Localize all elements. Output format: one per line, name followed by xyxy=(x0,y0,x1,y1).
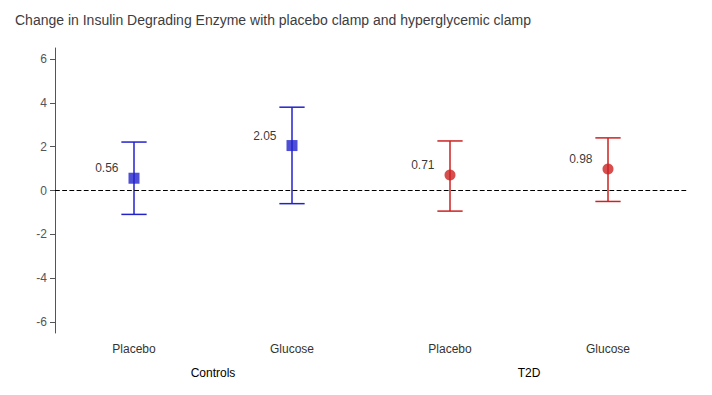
svg-text:0.56: 0.56 xyxy=(95,161,119,175)
svg-text:4: 4 xyxy=(40,96,47,110)
svg-text:-4: -4 xyxy=(36,271,47,285)
svg-text:2.05: 2.05 xyxy=(253,129,277,143)
svg-text:-2: -2 xyxy=(36,227,47,241)
svg-text:Placebo: Placebo xyxy=(112,342,156,356)
svg-text:Placebo: Placebo xyxy=(428,342,472,356)
svg-text:Glucose: Glucose xyxy=(270,342,314,356)
svg-text:-6: -6 xyxy=(36,315,47,329)
svg-text:2: 2 xyxy=(40,140,47,154)
svg-text:Change in Insulin Degrading En: Change in Insulin Degrading Enzyme with … xyxy=(15,12,531,28)
svg-text:Controls: Controls xyxy=(191,366,236,380)
svg-text:0: 0 xyxy=(40,184,47,198)
svg-text:0.98: 0.98 xyxy=(569,152,593,166)
svg-text:0.71: 0.71 xyxy=(411,158,435,172)
svg-text:Glucose: Glucose xyxy=(586,342,630,356)
svg-text:T2D: T2D xyxy=(518,366,541,380)
svg-text:6: 6 xyxy=(40,52,47,66)
